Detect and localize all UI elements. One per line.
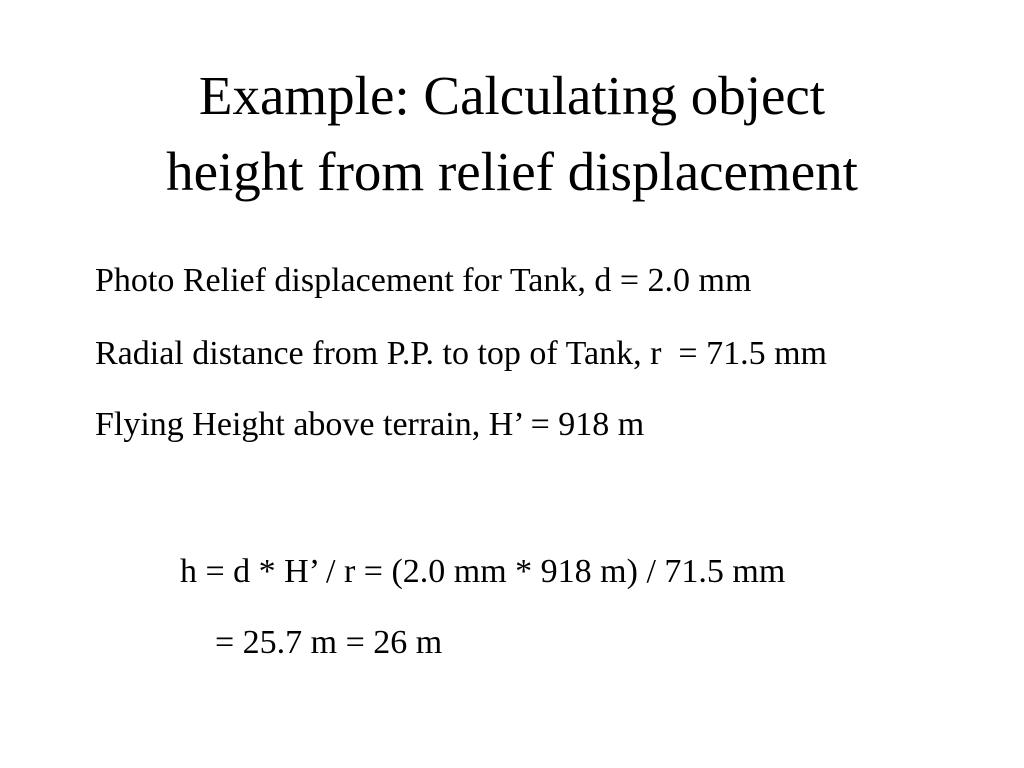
body-line-radial-distance: Radial distance from P.P. to top of Tank… xyxy=(95,335,827,372)
calc-line-result: = 25.7 m = 26 m xyxy=(215,624,443,661)
body-line-photo-relief-displacement: Photo Relief displacement for Tank, d = … xyxy=(95,262,752,299)
calc-line-formula: h = d * H’ / r = (2.0 mm * 918 m) / 71.5… xyxy=(180,553,786,590)
body-line-flying-height: Flying Height above terrain, H’ = 918 m xyxy=(95,406,645,443)
slide-title: Example: Calculating object height from … xyxy=(166,65,858,202)
